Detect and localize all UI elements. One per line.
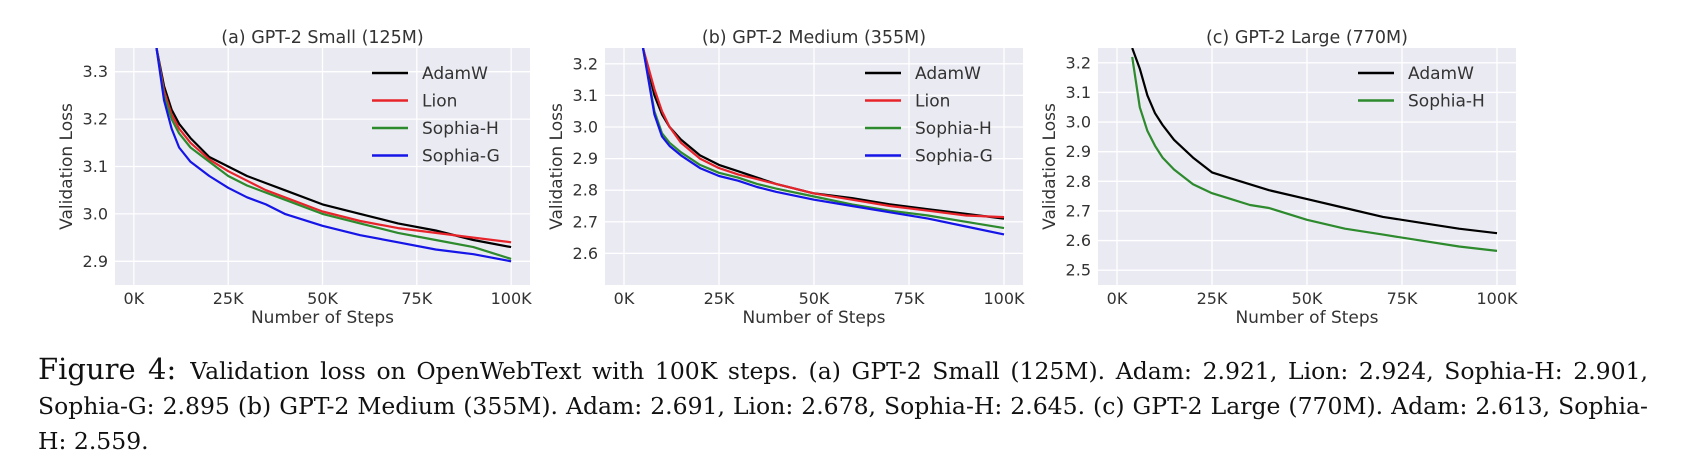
figure-caption: Figure 4: Validation loss on OpenWebText … <box>38 352 1648 459</box>
x-tick-label: 75K <box>1387 289 1418 308</box>
legend-label: Sophia-H <box>915 119 992 139</box>
y-tick-label: 3.0 <box>573 118 598 137</box>
y-tick-label: 3.2 <box>573 54 598 73</box>
y-tick-label: 3.2 <box>1066 53 1091 72</box>
y-tick-label: 3.3 <box>83 62 108 81</box>
y-tick-label: 2.6 <box>573 244 598 263</box>
series-line-sophia-g <box>155 48 512 263</box>
legend-label: Sophia-H <box>1408 92 1485 112</box>
chart-title: (c) GPT-2 Large (770M) <box>1206 28 1408 48</box>
y-tick-label: 2.9 <box>1066 142 1091 161</box>
legend: AdamW Lion Sophia-H Sophia-G <box>372 64 500 167</box>
legend-label: Lion <box>422 92 457 112</box>
legend-label: Lion <box>915 92 950 112</box>
series-line-lion <box>641 48 1005 219</box>
chart-title: (a) GPT-2 Small (125M) <box>221 28 423 48</box>
y-tick-label: 3.1 <box>1066 83 1091 102</box>
x-tick-label: 0K <box>1107 289 1128 308</box>
x-tick-label: 0K <box>124 289 145 308</box>
y-tick-label: 2.9 <box>573 149 598 168</box>
x-axis-label: Number of Steps <box>251 308 394 328</box>
y-tick-label: 3.0 <box>83 204 108 223</box>
figure-charts: 0K 25K 50K 75K 100K 2.9 3.0 3.1 3.2 3.3 (a) GPT-2 … <box>57 28 1518 328</box>
chart-panel-1: 0K 25K 50K 75K 100K 2.9 3.0 3.1 3.2 3.3 (a) GPT-2 … <box>57 28 532 328</box>
x-tick-label: 75K <box>401 289 432 308</box>
y-tick-label: 2.9 <box>83 252 108 271</box>
legend: AdamW Lion Sophia-H Sophia-G <box>865 64 993 167</box>
x-tick-label: 100K <box>983 289 1025 308</box>
caption-text: Validation loss on OpenWebText with 100K… <box>38 357 1648 455</box>
y-tick-label: 3.1 <box>83 157 108 176</box>
x-axis-label: Number of Steps <box>1235 308 1378 328</box>
series-line-sophia-h <box>1131 56 1498 252</box>
series-line-lion <box>155 48 512 244</box>
series-line-adamw <box>155 48 512 249</box>
legend-label: Sophia-G <box>915 147 993 167</box>
caption-label: Figure 4: <box>38 352 177 386</box>
x-tick-label: 100K <box>491 289 533 308</box>
legend-label: AdamW <box>422 64 488 84</box>
x-tick-label: 50K <box>1292 289 1323 308</box>
x-tick-label: 50K <box>799 289 830 308</box>
legend-label: AdamW <box>1408 64 1474 84</box>
series-line-sophia-g <box>641 48 1005 236</box>
chart-panel-2: 0K 25K 50K 75K 100K 2.6 2.7 2.8 2.9 3.0 3.1 3.2 (b) … <box>547 28 1025 328</box>
chart-title: (b) GPT-2 Medium (355M) <box>702 28 926 48</box>
x-tick-label: 25K <box>213 289 244 308</box>
x-tick-label: 0K <box>614 289 635 308</box>
x-tick-label: 25K <box>704 289 735 308</box>
legend-label: Sophia-H <box>422 119 499 139</box>
series-line-adamw <box>1131 48 1498 235</box>
series-line-sophia-h <box>155 48 512 260</box>
y-tick-label: 3.1 <box>573 86 598 105</box>
y-tick-label: 2.7 <box>1066 201 1091 220</box>
y-tick-label: 2.6 <box>1066 231 1091 250</box>
x-tick-label: 100K <box>1476 289 1518 308</box>
y-tick-label: 3.2 <box>83 110 108 129</box>
y-tick-label: 2.8 <box>1066 172 1091 191</box>
x-tick-label: 75K <box>894 289 925 308</box>
x-tick-label: 25K <box>1197 289 1228 308</box>
legend: AdamW Sophia-H <box>1358 64 1485 112</box>
y-axis-label: Validation Loss <box>1040 103 1060 230</box>
y-tick-label: 2.7 <box>573 212 598 231</box>
series-lines <box>641 48 1005 236</box>
series-lines <box>1131 48 1498 252</box>
chart-panel-3: 0K 25K 50K 75K 100K 2.5 2.6 2.7 2.8 2.9 3.0 3.1 3.2 (… <box>1040 28 1518 328</box>
legend-label: AdamW <box>915 64 981 84</box>
y-axis-label: Validation Loss <box>57 103 77 230</box>
y-tick-label: 3.0 <box>1066 113 1091 132</box>
legend-label: Sophia-G <box>422 147 500 167</box>
series-line-sophia-h <box>641 48 1005 230</box>
series-lines <box>155 48 512 263</box>
y-tick-label: 2.8 <box>573 181 598 200</box>
y-tick-label: 2.5 <box>1066 261 1091 280</box>
x-tick-label: 50K <box>307 289 338 308</box>
x-axis-label: Number of Steps <box>742 308 885 328</box>
y-axis-label: Validation Loss <box>547 103 567 230</box>
